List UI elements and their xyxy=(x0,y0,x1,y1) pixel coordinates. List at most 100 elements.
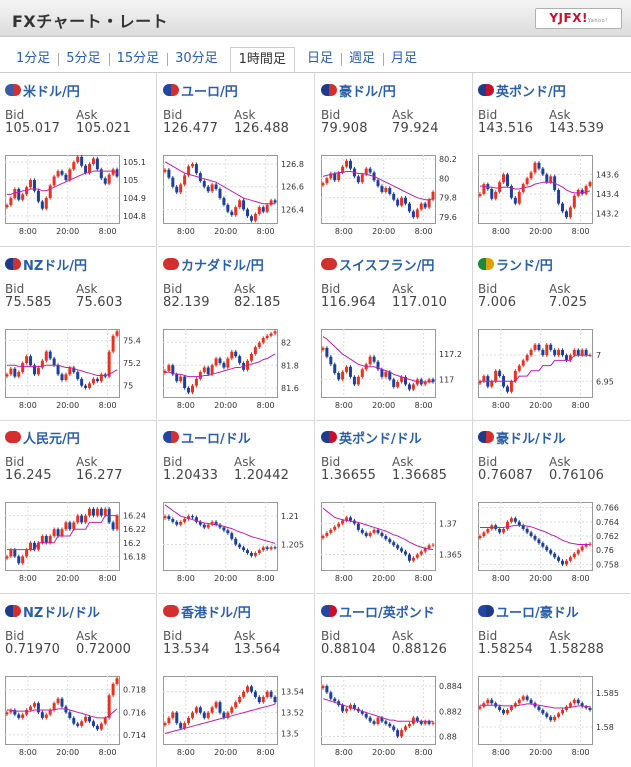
candle-body xyxy=(525,355,529,361)
price-chart[interactable]: 0.884 0.882 0.88 8:00 20:00 8:00 xyxy=(319,672,471,758)
candle-body xyxy=(5,712,9,715)
candle-body xyxy=(529,699,533,704)
pair-link[interactable]: 英ポンド/ドル xyxy=(321,429,422,447)
candle-body xyxy=(380,369,384,377)
candle-body xyxy=(115,678,119,684)
bid-value: 1.58254 xyxy=(478,642,534,657)
candle-body xyxy=(415,554,419,558)
candle-body xyxy=(222,712,226,718)
pair-link[interactable]: 香港ドル/円 xyxy=(163,603,251,621)
pair-link[interactable]: NZドル/円 xyxy=(5,256,88,274)
tab-0[interactable]: 1分足 xyxy=(16,51,51,66)
price-chart[interactable]: 0.718 0.716 0.714 8:00 20:00 8:00 xyxy=(3,672,155,758)
pair-link[interactable]: 米ドル/円 xyxy=(5,82,80,100)
pair-name: NZドル/円 xyxy=(23,258,88,274)
candle-body xyxy=(257,550,261,553)
candle-body xyxy=(568,557,572,561)
tab-2[interactable]: 15分足 xyxy=(108,47,168,73)
pair-link[interactable]: ユーロ/豪ドル xyxy=(478,603,579,621)
pair-link[interactable]: ユーロ/ドル xyxy=(163,429,251,447)
candle-body xyxy=(364,713,368,718)
candle-body xyxy=(513,518,517,522)
pair-link[interactable]: ユーロ/円 xyxy=(163,82,238,100)
price-chart[interactable]: 7 6.95 8:00 20:00 8:00 xyxy=(476,325,628,411)
candle-body xyxy=(91,721,95,726)
candle-body xyxy=(48,185,52,198)
price-chart[interactable]: 1.21 1.205 8:00 20:00 8:00 xyxy=(161,498,313,584)
price-chart[interactable]: 1.585 1.58 8:00 20:00 8:00 xyxy=(476,672,628,758)
price-chart[interactable]: 117.2 117 8:00 20:00 8:00 xyxy=(319,325,471,411)
price-chart[interactable]: 80.2 80 79.8 79.6 8:00 20:00 8:00 xyxy=(319,151,471,237)
candle-body xyxy=(561,203,565,212)
x-tick-label: 20:00 xyxy=(56,227,79,236)
candle-body xyxy=(194,517,198,522)
candle-body xyxy=(498,528,502,533)
candle-body xyxy=(202,712,206,718)
candle-body xyxy=(60,529,64,536)
candle-body xyxy=(91,158,95,164)
price-chart[interactable]: 16.24 16.22 16.2 16.18 8:00 20:00 8:00 xyxy=(3,498,155,584)
candle-body xyxy=(388,188,392,194)
price-chart[interactable]: 143.6 143.4 143.2 8:00 20:00 8:00 xyxy=(476,151,628,237)
moving-average-line xyxy=(165,353,276,378)
candle-body xyxy=(253,691,257,697)
pair-link[interactable]: 人民元/円 xyxy=(5,429,80,447)
x-tick-label: 8:00 xyxy=(335,401,353,410)
tab-7[interactable]: 月足 xyxy=(382,47,425,73)
y-tick-label: 105 xyxy=(123,176,138,185)
tab-1[interactable]: 5分足 xyxy=(58,47,108,73)
price-chart[interactable]: 1.37 1.365 8:00 20:00 8:00 xyxy=(319,498,471,584)
pair-link[interactable]: ユーロ/英ポンド xyxy=(321,603,435,621)
candle-body xyxy=(368,532,372,536)
candle-body xyxy=(541,543,545,547)
candle-body xyxy=(584,349,588,356)
pair-name: 英ポンド/円 xyxy=(496,84,566,100)
y-tick-label: 143.4 xyxy=(596,190,619,199)
bid-value: 79.908 xyxy=(321,121,368,136)
candle-body xyxy=(431,544,435,546)
candle-body xyxy=(396,545,400,549)
pair-link[interactable]: スイスフラン/円 xyxy=(321,256,434,274)
candle-body xyxy=(356,176,360,183)
pair-link[interactable]: カナダドル/円 xyxy=(163,256,264,274)
price-chart[interactable]: 0.766 0.764 0.762 0.76 0.758 8:00 20:00 8:00 xyxy=(476,498,628,584)
ask-value: 105.021 xyxy=(76,121,132,136)
price-chart[interactable]: 75.4 75.2 75 8:00 20:00 8:00 xyxy=(3,325,155,411)
price-chart[interactable]: 105.1 105 104.9 104.8 8:00 20:00 8:00 xyxy=(3,151,155,237)
candle-body xyxy=(584,186,588,194)
candle-body xyxy=(210,184,214,192)
bid-label: Bid xyxy=(5,108,25,122)
tab-6[interactable]: 週足 xyxy=(340,47,383,73)
candle-body xyxy=(502,528,506,533)
pair-link[interactable]: 豪ドル/円 xyxy=(321,82,396,100)
candle-body xyxy=(107,174,111,184)
candle-body xyxy=(517,191,521,204)
candle-body xyxy=(345,708,349,712)
candle-body xyxy=(261,696,265,703)
candle-body xyxy=(218,524,222,528)
price-chart[interactable]: 126.8 126.6 126.4 8:00 20:00 8:00 xyxy=(161,151,313,237)
candle-body xyxy=(352,376,356,385)
candle-body xyxy=(48,710,52,715)
price-chart[interactable]: 13.54 13.52 13.5 8:00 20:00 8:00 xyxy=(161,672,313,758)
candle-body xyxy=(549,716,553,721)
ask-value: 1.58288 xyxy=(549,642,605,657)
bid-label: Bid xyxy=(321,455,341,469)
pair-link[interactable]: 英ポンド/円 xyxy=(478,82,566,100)
candle-body xyxy=(333,526,337,530)
pair-link[interactable]: ランド/円 xyxy=(478,256,553,274)
pair-link[interactable]: 豪ドル/ドル xyxy=(478,429,566,447)
candle-body xyxy=(545,344,549,356)
yjfx-logo[interactable]: YJFX!Yahoo! xyxy=(535,8,622,29)
candle-body xyxy=(545,713,549,717)
candle-body xyxy=(537,344,541,350)
tab-3[interactable]: 30分足 xyxy=(167,47,226,73)
candle-body xyxy=(206,367,210,375)
candle-body xyxy=(505,521,509,529)
pair-link[interactable]: NZドル/ドル xyxy=(5,603,100,621)
candle-body xyxy=(384,371,388,377)
tab-4[interactable]: 1時間足 xyxy=(229,47,295,73)
candle-body xyxy=(513,703,517,707)
price-chart[interactable]: 82 81.8 81.6 8:00 20:00 8:00 xyxy=(161,325,313,411)
tab-5[interactable]: 日足 xyxy=(306,51,333,66)
